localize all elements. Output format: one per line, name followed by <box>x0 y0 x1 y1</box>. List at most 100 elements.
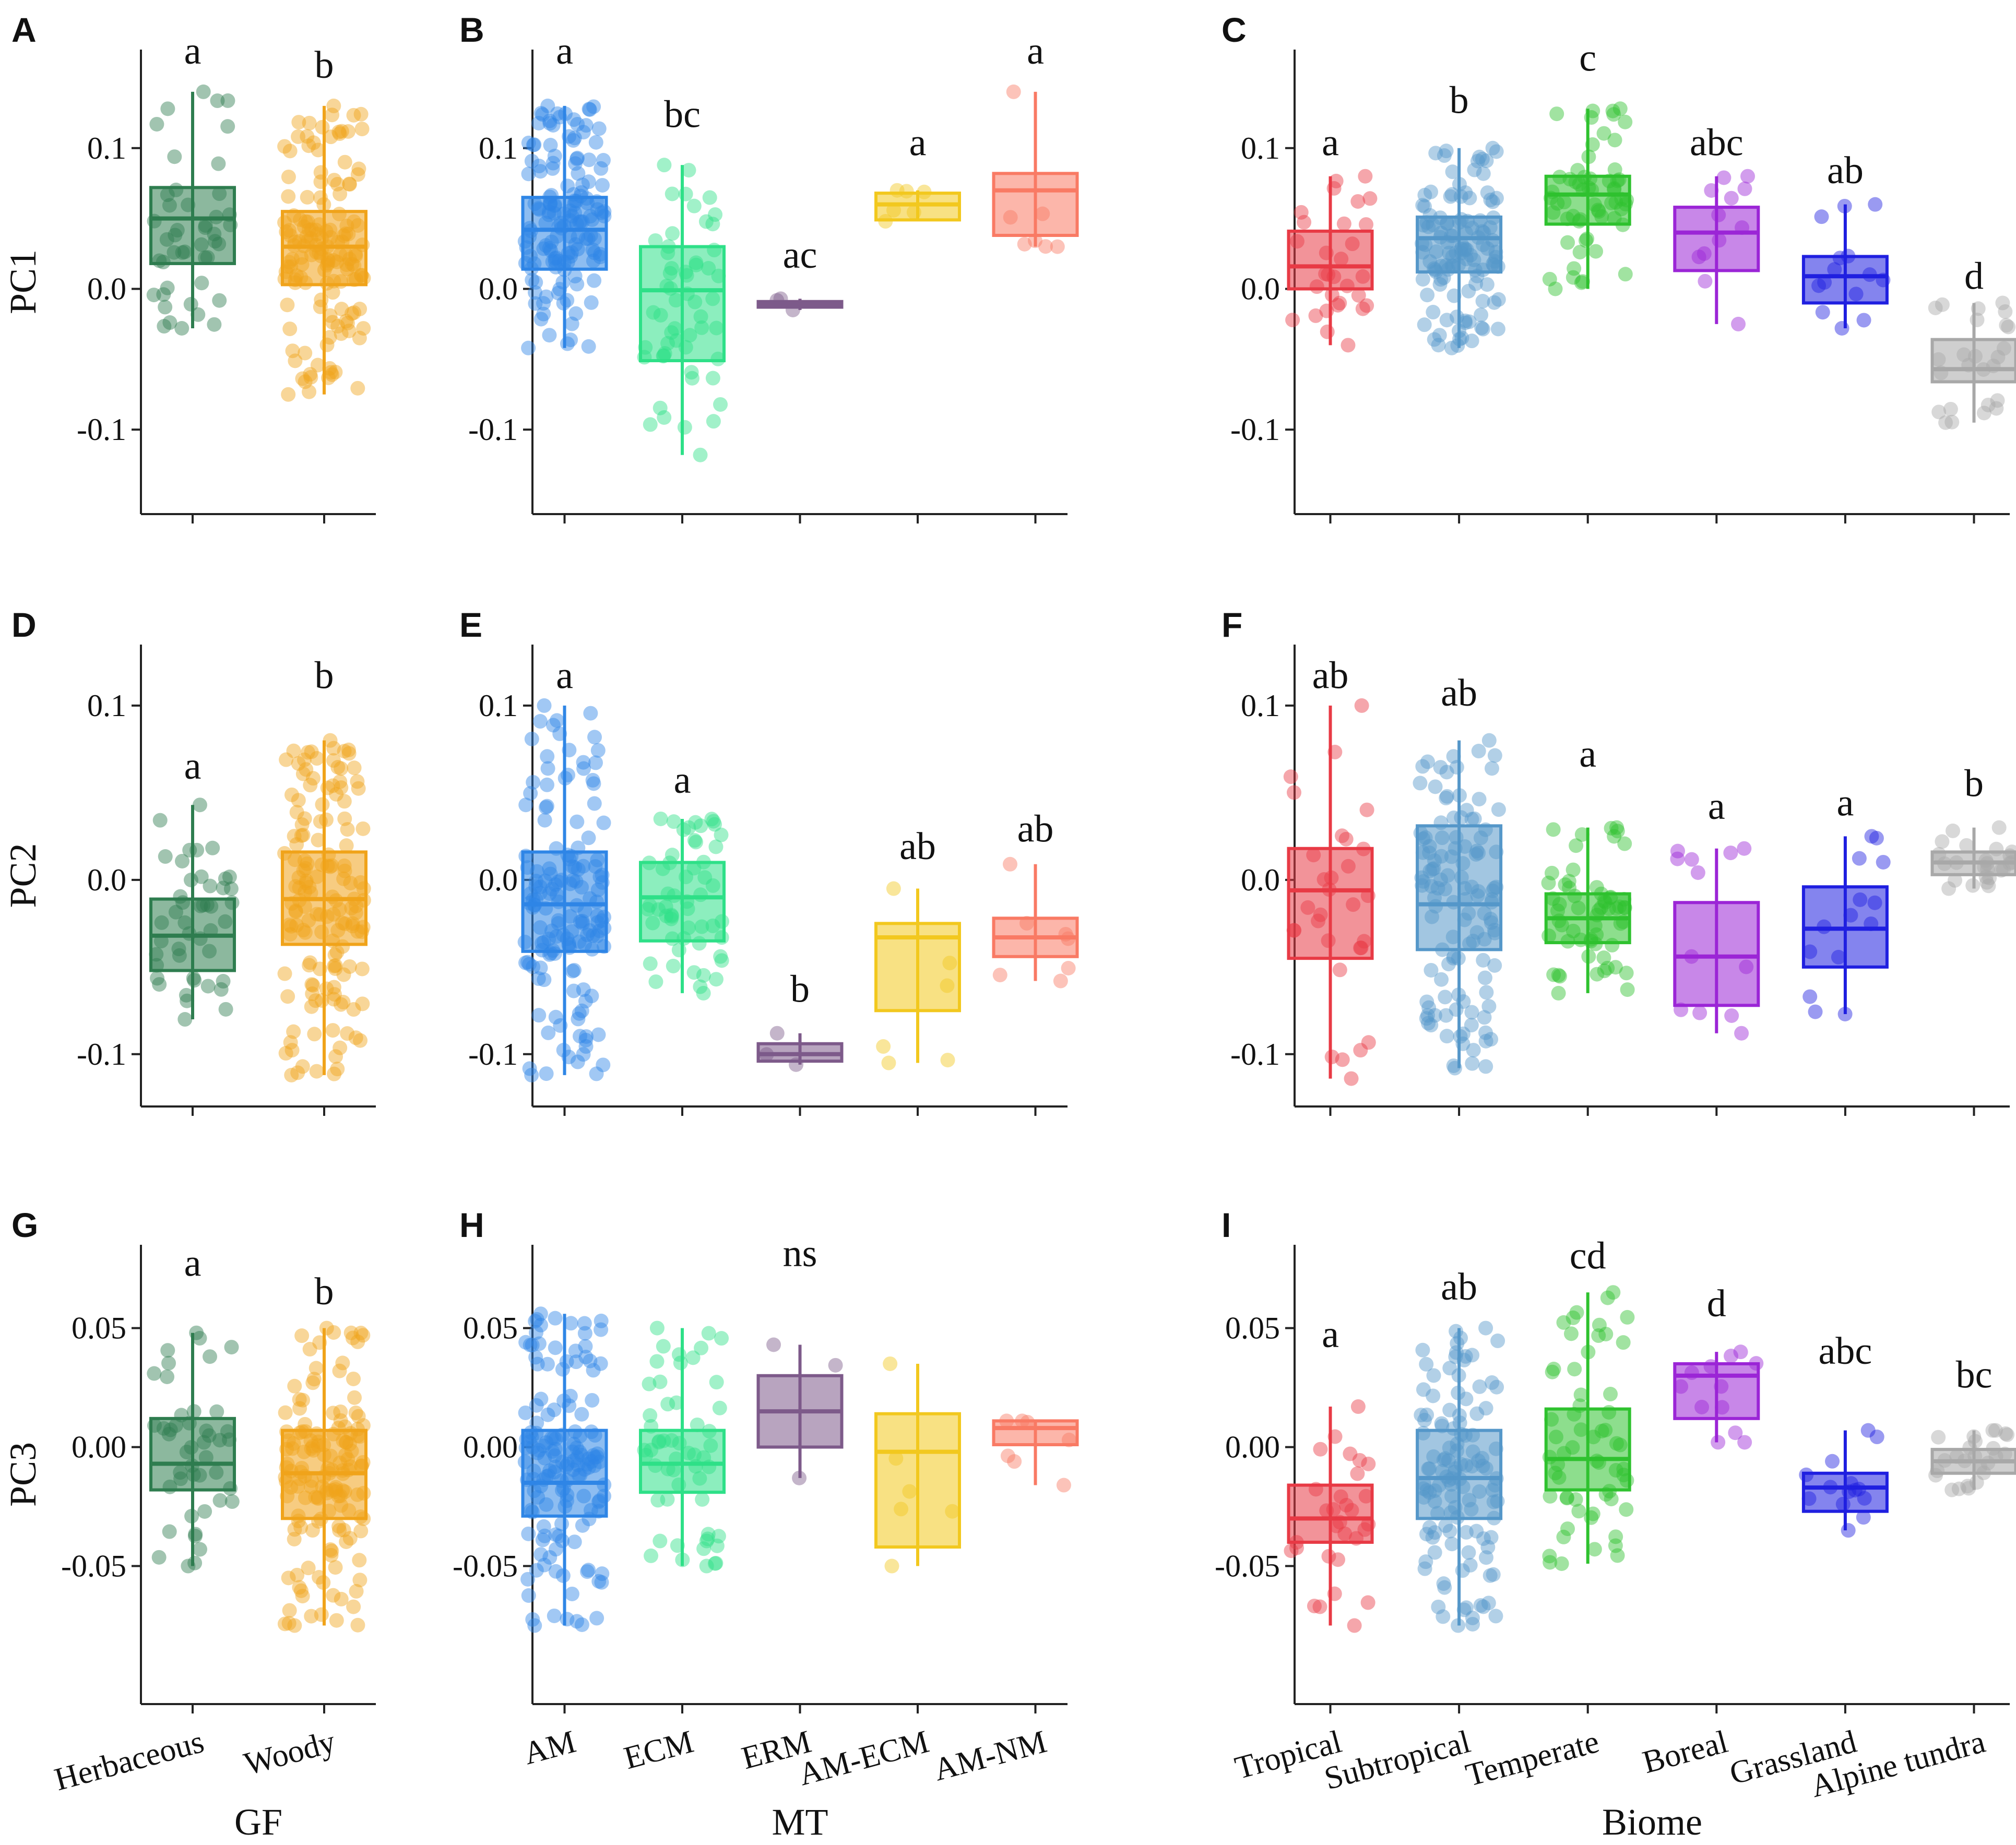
data-point <box>572 934 587 949</box>
data-point <box>1704 183 1719 198</box>
box-iqr <box>1801 1471 1889 1513</box>
data-point <box>1311 913 1326 929</box>
data-point <box>1444 1477 1459 1492</box>
data-point <box>673 1355 688 1371</box>
data-point <box>183 296 198 312</box>
data-point <box>582 102 597 117</box>
data-point <box>304 1609 319 1624</box>
data-point <box>543 196 558 211</box>
data-point <box>1868 197 1883 212</box>
data-point <box>203 878 218 894</box>
data-point <box>1350 1466 1365 1481</box>
data-point <box>678 265 693 280</box>
data-point <box>1841 248 1856 264</box>
data-point <box>316 1575 331 1590</box>
data-point <box>1357 1522 1372 1537</box>
data-point <box>196 1435 211 1450</box>
data-point <box>664 261 679 276</box>
data-point <box>1848 287 1864 302</box>
data-point <box>1457 839 1473 854</box>
data-point <box>1584 1510 1599 1525</box>
data-point <box>1427 263 1442 278</box>
data-point <box>348 246 363 261</box>
data-point <box>216 880 231 896</box>
data-point <box>697 870 713 885</box>
data-point <box>531 202 547 217</box>
panel-letter-D: D <box>11 605 37 644</box>
data-point <box>999 1413 1014 1429</box>
data-point <box>1359 298 1374 313</box>
data-point <box>591 1504 607 1519</box>
data-point <box>681 820 696 835</box>
data-point <box>570 1450 585 1465</box>
data-point <box>694 1340 709 1355</box>
data-point <box>1546 1362 1561 1377</box>
data-point <box>1425 1530 1440 1545</box>
data-point <box>586 776 601 791</box>
y-tick-label: 0.0 <box>1241 863 1280 897</box>
data-point <box>1465 1444 1480 1459</box>
data-point <box>555 1455 570 1470</box>
data-point <box>583 1353 598 1368</box>
data-point <box>287 852 302 867</box>
data-point <box>356 270 371 285</box>
data-point <box>759 1047 774 1062</box>
data-point <box>518 1440 533 1455</box>
data-point <box>1971 301 1986 316</box>
data-point <box>1619 1473 1634 1488</box>
data-point <box>672 1436 687 1451</box>
data-point <box>1431 338 1446 353</box>
data-point <box>297 752 312 767</box>
data-point <box>288 904 303 919</box>
data-point <box>1428 899 1443 914</box>
data-point <box>340 1026 355 1041</box>
data-point <box>684 371 699 386</box>
data-point <box>1426 305 1441 320</box>
data-point <box>335 939 350 954</box>
data-point <box>1308 1482 1323 1497</box>
data-point <box>277 966 292 981</box>
data-point <box>314 248 329 264</box>
data-point <box>651 1434 667 1449</box>
data-point <box>555 275 571 290</box>
significance-letter: a <box>184 745 201 788</box>
data-point <box>1697 246 1712 261</box>
data-point <box>1568 174 1583 189</box>
data-point <box>1928 300 1943 315</box>
data-point <box>1716 170 1732 185</box>
data-point <box>1937 1453 1952 1468</box>
data-point <box>322 1466 337 1481</box>
data-point <box>329 945 345 960</box>
data-point <box>326 741 341 756</box>
data-point <box>532 714 548 729</box>
data-point <box>163 1422 178 1437</box>
data-point <box>560 1457 575 1472</box>
data-point <box>1469 843 1485 859</box>
data-point <box>340 124 355 139</box>
data-point <box>181 1558 196 1574</box>
data-point <box>284 1043 300 1058</box>
data-point <box>525 272 540 288</box>
data-point <box>1799 1467 1814 1482</box>
data-point <box>686 861 702 876</box>
data-point <box>298 884 313 899</box>
box-iqr <box>1673 1362 1760 1420</box>
data-point <box>336 1522 351 1538</box>
box-group-herbaceous: a <box>149 745 240 1027</box>
data-point <box>325 315 340 330</box>
data-point <box>588 755 603 770</box>
data-point <box>694 320 709 335</box>
data-point <box>212 1433 228 1448</box>
data-point <box>339 257 354 272</box>
data-point <box>637 1443 652 1458</box>
box-group-alpine-tundra: b <box>1930 763 2016 896</box>
data-point <box>1618 197 1633 212</box>
data-point <box>566 1453 582 1468</box>
data-point <box>1739 959 1754 974</box>
data-point <box>583 209 598 224</box>
data-point <box>876 1039 891 1054</box>
data-point <box>567 193 582 208</box>
data-point <box>149 947 164 962</box>
data-point <box>1487 925 1502 941</box>
data-point <box>1580 231 1595 246</box>
